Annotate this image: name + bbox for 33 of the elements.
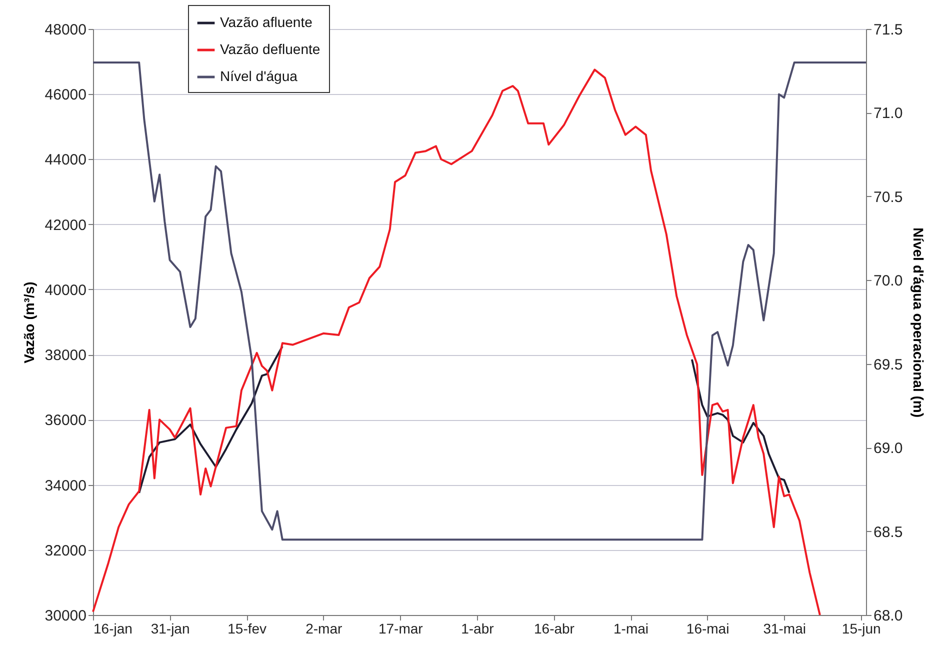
y-tick-label: 48000 [44, 22, 86, 38]
y-axis-title: Vazão (m³/s) [20, 282, 37, 364]
x-tick-label: 15-fev [228, 620, 267, 636]
legend-label: Nível d'água [220, 68, 298, 84]
legend-label: Vazão afluente [220, 14, 313, 30]
y-tick-label: 46000 [44, 86, 86, 104]
line-series [92, 61, 867, 541]
y-tick-label: 32000 [44, 542, 86, 560]
x-tick-label: 16-mai [686, 620, 730, 636]
y-tick-label: 30000 [44, 608, 86, 624]
y2-axis-title: Nível d'água operacional (m) [910, 227, 927, 418]
y2-tick-label: 71.5 [874, 22, 903, 38]
y2-tick-label: 68.5 [874, 524, 903, 541]
y-tick-label: 36000 [44, 412, 86, 430]
y-tick-label: 42000 [44, 216, 86, 234]
y-tick-label: 44000 [44, 152, 86, 169]
y2-tick-label: 71.0 [874, 105, 903, 122]
x-tick-label: 16-abr [534, 620, 575, 636]
legend-label: Vazão defluente [220, 41, 320, 57]
x-tick-label: 31-mai [763, 620, 806, 636]
x-tick-label: 31-jan [150, 620, 190, 636]
y-tick-label: 40000 [44, 282, 86, 299]
y2-tick-label: 70.0 [874, 272, 903, 290]
x-tick-label: 1-abr [461, 620, 494, 636]
x-tick-label: 1-mai [614, 620, 649, 636]
x-tick-label: 17-mar [378, 620, 424, 636]
y2-tick-label: 69.5 [874, 356, 903, 374]
y2-tick-label: 70.5 [874, 188, 903, 206]
y-tick-label: 34000 [44, 477, 86, 494]
x-tick-label: 16-jan [94, 620, 132, 636]
y2-tick-label: 69.0 [874, 440, 903, 458]
y-tick-label: 38000 [44, 347, 86, 364]
x-tick-label: 2-mar [306, 620, 342, 636]
